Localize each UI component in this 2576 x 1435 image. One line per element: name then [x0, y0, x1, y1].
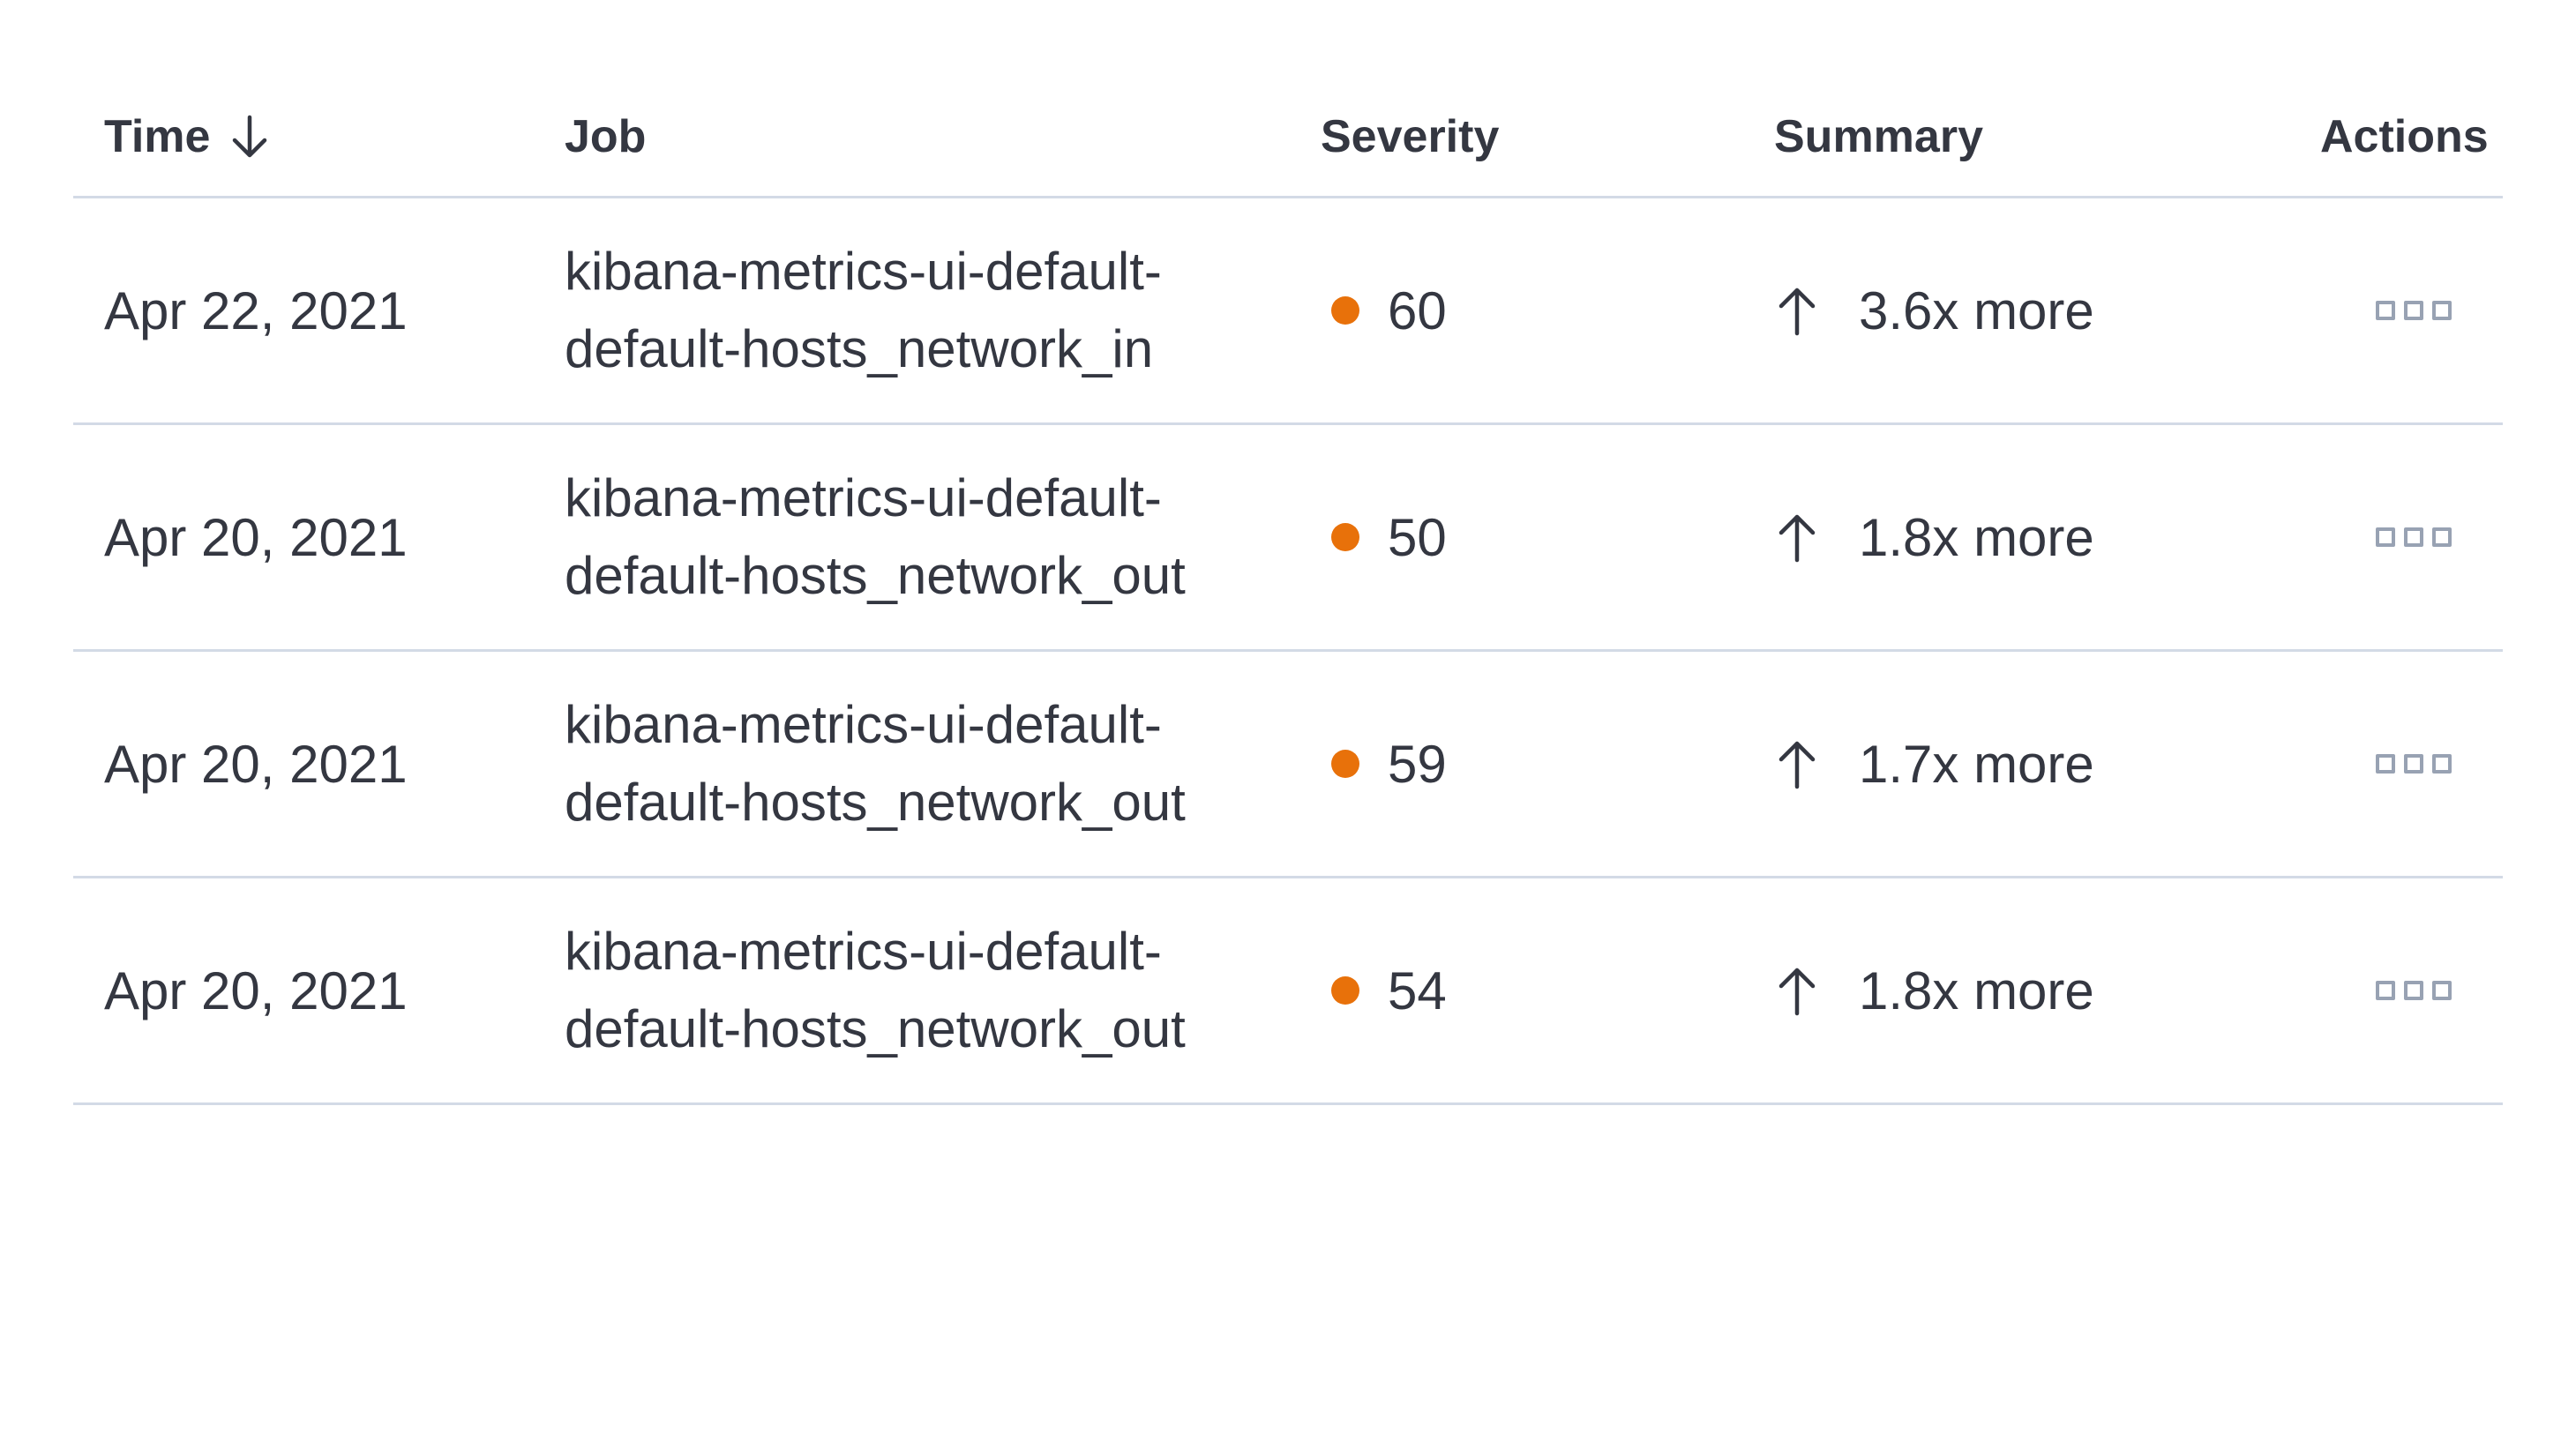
- actions-menu-button[interactable]: [2370, 975, 2457, 1005]
- boxes-horizontal-icon: [2376, 301, 2395, 320]
- anomaly-time: Apr 22, 2021: [104, 280, 408, 340]
- column-header-severity: Severity: [1321, 111, 1500, 162]
- anomaly-time: Apr 20, 2021: [104, 960, 408, 1020]
- anomalies-table: Time Job Severity Summary Actions Apr 22…: [73, 0, 2503, 1105]
- table-row: Apr 20, 2021 kibana-metrics-ui-default-d…: [73, 652, 2503, 878]
- anomaly-actions: [2320, 295, 2503, 325]
- anomaly-severity: 50: [1321, 507, 1774, 568]
- column-header-job: Job: [565, 111, 647, 162]
- anomaly-severity: 60: [1321, 280, 1774, 341]
- anomaly-summary: 1.7x more: [1774, 734, 2320, 795]
- anomaly-actions: [2320, 749, 2503, 779]
- summary-text: 3.6x more: [1859, 280, 2094, 340]
- table-row: Apr 20, 2021 kibana-metrics-ui-default-d…: [73, 878, 2503, 1105]
- anomaly-job-id: kibana-metrics-ui-default-default-hosts_…: [565, 922, 1186, 1058]
- anomaly-job-id: kibana-metrics-ui-default-default-hosts_…: [565, 695, 1186, 832]
- anomaly-time: Apr 20, 2021: [104, 734, 408, 794]
- severity-dot-icon: [1331, 976, 1359, 1005]
- severity-score: 59: [1388, 734, 1447, 794]
- boxes-horizontal-icon: [2376, 527, 2395, 547]
- boxes-horizontal-icon: [2376, 754, 2395, 774]
- anomaly-severity: 54: [1321, 960, 1774, 1021]
- anomaly-actions: [2320, 522, 2503, 552]
- severity-score: 54: [1388, 960, 1447, 1020]
- anomaly-summary: 1.8x more: [1774, 960, 2320, 1021]
- anomaly-severity: 59: [1321, 734, 1774, 795]
- actions-menu-button[interactable]: [2370, 295, 2457, 325]
- anomaly-job-id: kibana-metrics-ui-default-default-hosts_…: [565, 468, 1186, 605]
- anomaly-time: Apr 20, 2021: [104, 507, 408, 567]
- table-row: Apr 20, 2021 kibana-metrics-ui-default-d…: [73, 425, 2503, 652]
- column-header-time[interactable]: Time: [73, 110, 565, 163]
- anomaly-summary: 1.8x more: [1774, 507, 2320, 568]
- column-header-time-label: Time: [104, 111, 211, 162]
- summary-text: 1.8x more: [1859, 960, 2094, 1020]
- summary-text: 1.8x more: [1859, 507, 2094, 567]
- summary-text: 1.7x more: [1859, 734, 2094, 794]
- table-row: Apr 22, 2021 kibana-metrics-ui-default-d…: [73, 198, 2503, 425]
- severity-dot-icon: [1331, 750, 1359, 778]
- anomaly-job-id: kibana-metrics-ui-default-default-hosts_…: [565, 242, 1162, 378]
- arrow-up-icon: [1774, 963, 1820, 1018]
- column-header-actions: Actions: [2320, 111, 2489, 162]
- severity-dot-icon: [1331, 523, 1359, 551]
- column-header-summary: Summary: [1774, 111, 1983, 162]
- arrow-up-icon: [1774, 736, 1820, 791]
- anomaly-summary: 3.6x more: [1774, 280, 2320, 341]
- arrow-up-icon: [1774, 510, 1820, 564]
- arrow-up-icon: [1774, 283, 1820, 338]
- severity-score: 60: [1388, 280, 1447, 340]
- sort-descending-icon: [229, 113, 270, 161]
- severity-dot-icon: [1331, 296, 1359, 325]
- boxes-horizontal-icon: [2376, 981, 2395, 1000]
- anomaly-actions: [2320, 975, 2503, 1005]
- table-header-row: Time Job Severity Summary Actions: [73, 0, 2503, 198]
- actions-menu-button[interactable]: [2370, 522, 2457, 552]
- actions-menu-button[interactable]: [2370, 749, 2457, 779]
- severity-score: 50: [1388, 507, 1447, 567]
